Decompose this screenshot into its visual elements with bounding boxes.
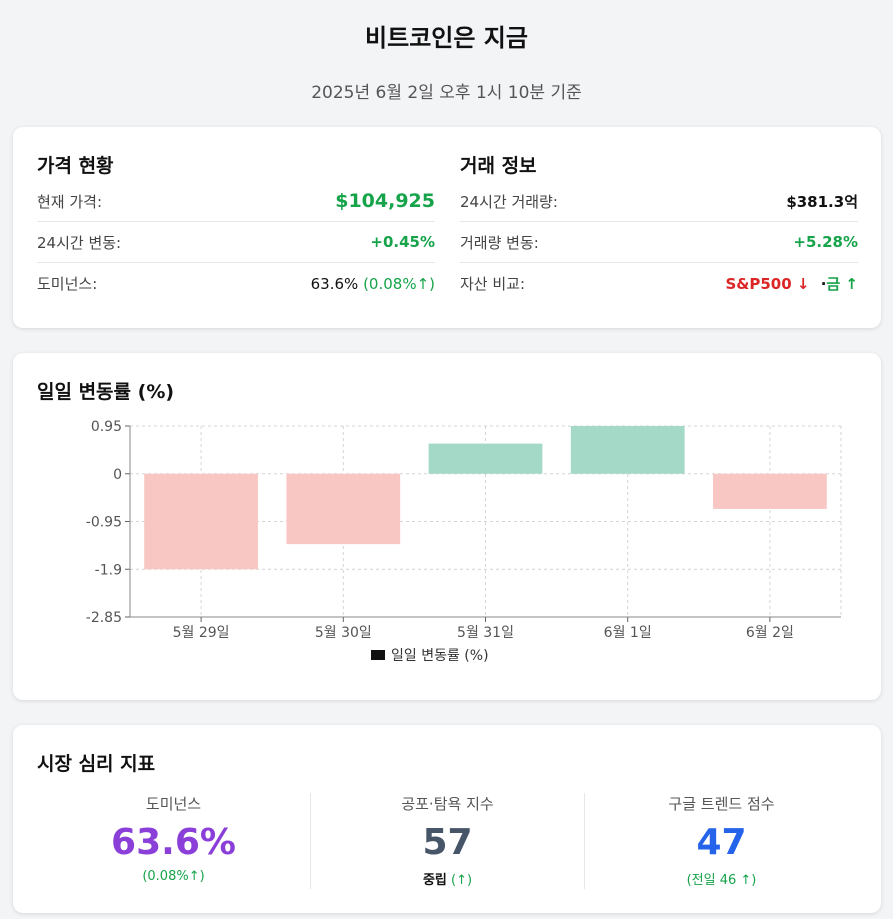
volume-label: 24시간 거래량: xyxy=(460,192,558,211)
current-price-value: $104,925 xyxy=(335,190,435,212)
volume-change-label: 거래량 변동: xyxy=(460,233,539,252)
trade-section: 거래 정보 24시간 거래량: $381.3억 거래량 변동: +5.28% 자… xyxy=(460,151,858,304)
metric-divider xyxy=(310,793,311,889)
price-section-title: 가격 현황 xyxy=(37,155,114,177)
volume-change-value: +5.28% xyxy=(793,233,858,251)
fear-greed-arrow: (↑) xyxy=(451,873,473,888)
fear-greed-label: 공포·탐욕 지수 xyxy=(401,795,494,813)
x-tick-label: 5월 29일 xyxy=(173,625,230,641)
bar xyxy=(713,473,827,509)
change-row: 24시간 변동: +0.45% xyxy=(37,222,435,263)
compare-sp500: S&P500 ↓ xyxy=(725,275,810,293)
x-tick-label: 6월 2일 xyxy=(746,625,794,641)
compare-values: S&P500 ↓ ·금 ↑ xyxy=(725,273,858,294)
y-tick-label: -0.95 xyxy=(86,515,122,531)
y-tick-label: -1.9 xyxy=(95,562,122,578)
fear-greed-status: 중립 xyxy=(422,873,447,888)
dominance-row: 도미넌스: 63.6% (0.08%↑) xyxy=(37,263,435,304)
x-tick-label: 5월 30일 xyxy=(315,625,372,641)
google-trend-value: 47 xyxy=(696,822,747,863)
dominance-values: 63.6% (0.08%↑) xyxy=(311,275,435,293)
google-trend-sub: (전일 46 ↑) xyxy=(686,873,757,888)
volume-value: $381.3억 xyxy=(786,192,858,211)
bar xyxy=(428,443,543,474)
page-subtitle: 2025년 6월 2일 오후 1시 10분 기준 xyxy=(311,83,582,103)
google-trend-metric: 구글 트렌드 점수 47 (전일 46 ↑) xyxy=(585,793,858,888)
daily-change-chart: 0.95 0 -0.95 -1.9 -2.85 5월 29일 5월 30일 5월 31일 6월 … xyxy=(86,419,842,664)
fear-greed-metric: 공포·탐욕 지수 57 중립 (↑) xyxy=(311,793,584,888)
chart-card: 일일 변동률 (%) 0.95 0 -0.95 -1.9 -2.85 5월 29일 5월 3… xyxy=(13,353,881,700)
fear-greed-sub: 중립 (↑) xyxy=(311,869,584,888)
change-label: 24시간 변동: xyxy=(37,233,122,252)
compare-gold: 금 ↑ xyxy=(826,275,858,293)
compare-row: 자산 비교: S&P500 ↓ ·금 ↑ xyxy=(460,263,858,304)
dominance-value: 63.6% xyxy=(310,274,359,293)
x-tick-label: 5월 31일 xyxy=(457,625,514,641)
bar xyxy=(570,426,685,474)
dominance-metric-value: 63.6% xyxy=(111,822,236,863)
metric-divider xyxy=(584,793,585,889)
compare-label: 자산 비교: xyxy=(460,275,526,293)
chart-title: 일일 변동률 (%) xyxy=(37,381,175,403)
fear-greed-value: 57 xyxy=(422,822,473,863)
price-section: 가격 현황 현재 가격: $104,925 24시간 변동: +0.45% 도미… xyxy=(37,151,435,304)
page-title: 비트코인은 지금 xyxy=(365,24,528,52)
info-card: 가격 현황 현재 가격: $104,925 24시간 변동: +0.45% 도미… xyxy=(13,127,881,328)
dominance-change: (0.08%↑) xyxy=(363,274,435,293)
current-price-row: 현재 가격: $104,925 xyxy=(37,181,435,222)
volume-row: 24시간 거래량: $381.3억 xyxy=(460,181,858,222)
bar xyxy=(144,473,258,570)
sentiment-title: 시장 심리 지표 xyxy=(37,753,156,775)
volume-change-row: 거래량 변동: +5.28% xyxy=(460,222,858,263)
current-price-label: 현재 가격: xyxy=(37,192,103,211)
legend-label: 일일 변동률 (%) xyxy=(391,648,489,664)
x-tick-label: 6월 1일 xyxy=(604,625,652,641)
dominance-metric: 도미넌스 63.6% (0.08%↑) xyxy=(37,793,310,884)
sentiment-card: 시장 심리 지표 도미넌스 63.6% (0.08%↑) 공포·탐욕 지수 57… xyxy=(13,725,881,913)
y-tick-label: 0 xyxy=(113,467,122,483)
change-value: +0.45% xyxy=(370,233,435,251)
dominance-metric-label: 도미넌스 xyxy=(145,795,202,813)
trade-section-title: 거래 정보 xyxy=(460,155,537,177)
dominance-label: 도미넌스: xyxy=(37,275,98,293)
compare-separator: · xyxy=(820,275,827,293)
dominance-metric-sub: (0.08%↑) xyxy=(142,869,205,884)
y-tick-label: -2.85 xyxy=(86,610,122,626)
y-tick-label: 0.95 xyxy=(91,419,122,435)
legend-swatch xyxy=(371,650,385,660)
bar xyxy=(286,473,401,545)
google-trend-label: 구글 트렌드 점수 xyxy=(668,795,775,813)
